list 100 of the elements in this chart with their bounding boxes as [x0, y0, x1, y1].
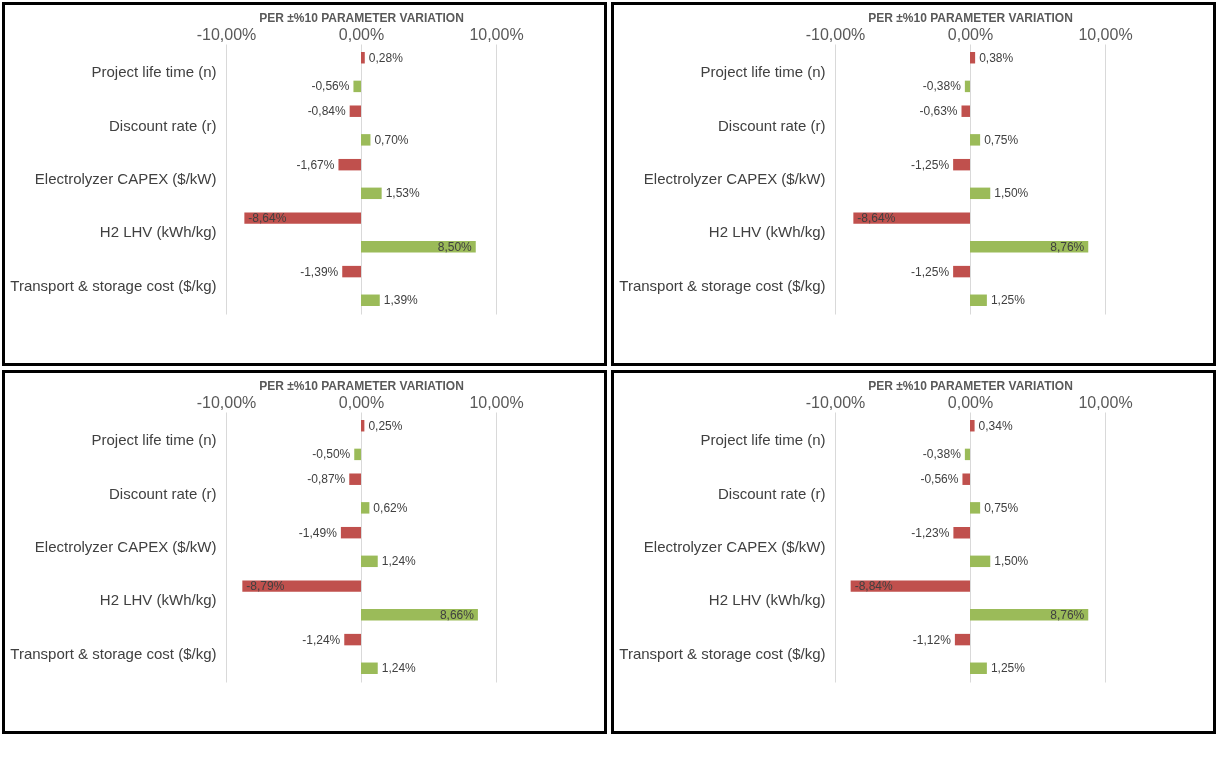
bar	[970, 555, 991, 568]
x-tick-label: 10,00%	[1078, 393, 1133, 411]
x-axis-title: PER ±%10 PARAMETER VARIATION	[868, 378, 1073, 393]
bar	[970, 241, 1089, 253]
bar	[342, 265, 361, 278]
bar	[953, 526, 970, 539]
y-tick-label: Transport & storage cost ($/kg)	[10, 644, 217, 662]
data-label: -8,64%	[857, 211, 896, 226]
y-tick-label: Electrolyzer CAPEX ($/kW)	[643, 538, 826, 555]
bar	[340, 526, 361, 539]
x-tick-label: 0,00%	[947, 393, 994, 411]
data-label: -0,38%	[922, 79, 962, 94]
data-label: -1,39%	[300, 264, 339, 279]
bar	[338, 158, 361, 171]
bar	[344, 633, 361, 646]
y-tick-label: Discount rate (r)	[108, 484, 217, 502]
x-tick-label: -10,00%	[805, 25, 866, 43]
x-tick-label: -10,00%	[805, 393, 866, 411]
data-label: -1,23%	[911, 525, 950, 540]
data-label: 1,24%	[381, 554, 417, 569]
data-label: -1,25%	[911, 157, 950, 172]
y-tick-label: H2 LHV (kWh/kg)	[708, 223, 826, 241]
data-label: -1,25%	[911, 264, 950, 279]
y-tick-label: Transport & storage cost ($/kg)	[10, 276, 217, 294]
bar	[354, 448, 361, 461]
bar	[853, 212, 970, 224]
data-label: 1,50%	[994, 554, 1029, 569]
bar	[970, 52, 976, 64]
y-tick-label: Electrolyzer CAPEX ($/kW)	[34, 170, 217, 187]
x-tick-label: 10,00%	[1078, 25, 1133, 43]
y-tick-label: Discount rate (r)	[717, 116, 826, 134]
data-label: -1,12%	[912, 632, 952, 647]
data-label: 1,25%	[990, 661, 1026, 676]
y-tick-label: Project life time (n)	[91, 431, 217, 449]
bar	[970, 502, 981, 514]
bar	[361, 294, 380, 306]
data-label: -0,56%	[920, 472, 959, 487]
bar	[954, 633, 970, 646]
y-tick-label: Project life time (n)	[91, 63, 217, 81]
bar	[361, 52, 365, 64]
x-axis-title: PER ±%10 PARAMETER VARIATION	[259, 10, 464, 25]
y-tick-label: Electrolyzer CAPEX ($/kW)	[643, 170, 826, 187]
data-label: 0,28%	[368, 50, 404, 65]
bar	[361, 502, 370, 514]
bar	[961, 105, 970, 117]
y-tick-label: Transport & storage cost ($/kg)	[619, 276, 826, 294]
bar	[353, 80, 361, 93]
bar	[361, 555, 378, 568]
bar	[349, 105, 361, 117]
bar	[970, 662, 987, 674]
data-label: -1,49%	[298, 525, 338, 540]
data-label: -8,79%	[246, 579, 285, 594]
x-axis-title: PER ±%10 PARAMETER VARIATION	[868, 10, 1073, 25]
data-label: -1,24%	[302, 632, 341, 647]
bar	[962, 473, 970, 485]
bar	[964, 80, 970, 93]
x-tick-label: 0,00%	[338, 393, 385, 411]
bar	[361, 134, 371, 146]
y-tick-label: Discount rate (r)	[108, 116, 217, 134]
data-label: 0,25%	[368, 418, 403, 433]
bar	[953, 265, 970, 278]
x-tick-label: 10,00%	[469, 25, 524, 43]
x-tick-label: 0,00%	[338, 25, 385, 43]
data-label: -0,56%	[311, 79, 350, 94]
bar	[349, 473, 361, 485]
y-tick-label: Discount rate (r)	[717, 484, 826, 502]
data-label: 1,24%	[381, 661, 417, 676]
bar	[361, 187, 382, 200]
data-label: 0,70%	[374, 132, 409, 147]
bar	[244, 212, 361, 224]
data-label: 8,50%	[437, 239, 473, 254]
data-label: 0,34%	[978, 418, 1013, 433]
bar	[361, 241, 476, 253]
data-label: -8,64%	[248, 211, 287, 226]
data-label: -0,63%	[919, 104, 958, 119]
data-label: 8,76%	[1050, 239, 1085, 254]
y-tick-label: H2 LHV (kWh/kg)	[708, 591, 826, 609]
bar	[361, 662, 378, 674]
data-label: -0,38%	[922, 447, 962, 462]
data-label: 0,75%	[984, 132, 1019, 147]
data-label: 1,50%	[994, 186, 1029, 201]
y-tick-label: H2 LHV (kWh/kg)	[99, 591, 217, 609]
x-tick-label: -10,00%	[196, 393, 257, 411]
bar	[970, 187, 991, 200]
data-label: -0,50%	[312, 447, 351, 462]
y-tick-label: Electrolyzer CAPEX ($/kW)	[34, 538, 217, 555]
bar	[964, 448, 970, 461]
data-label: 1,39%	[383, 293, 419, 308]
data-label: 1,25%	[990, 293, 1026, 308]
y-tick-label: H2 LHV (kWh/kg)	[99, 223, 217, 241]
bar	[970, 420, 975, 432]
data-label: -0,87%	[307, 472, 346, 487]
x-tick-label: -10,00%	[196, 25, 257, 43]
x-axis-title: PER ±%10 PARAMETER VARIATION	[259, 378, 464, 393]
data-label: 8,76%	[1050, 607, 1085, 622]
bar	[970, 294, 987, 306]
bar	[970, 609, 1089, 621]
data-label: 1,53%	[385, 186, 421, 201]
data-label: 0,38%	[979, 50, 1014, 65]
x-tick-label: 0,00%	[947, 25, 994, 43]
